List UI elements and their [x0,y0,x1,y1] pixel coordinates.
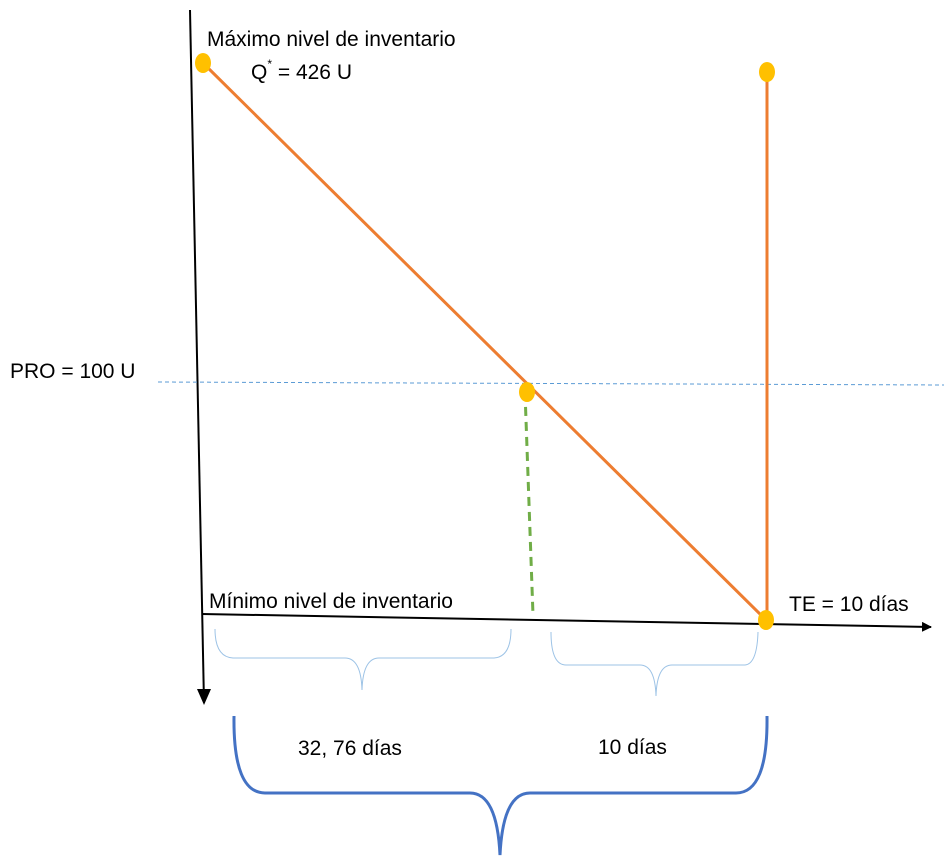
max-level-label: Máximo nivel de inventario [207,28,456,51]
inventory-depletion-line [201,61,768,622]
interval-1-label: 32, 76 días [298,737,402,760]
lead-time-label: TE = 10 días [789,593,909,616]
interval-2-label: 10 días [598,736,667,759]
brace-interval-2 [550,631,759,697]
vertical-axis [189,9,211,705]
brace-total [232,715,769,856]
reorder-point-label: PRO = 100 U [10,360,135,383]
q-star-prefix: Q [251,61,267,84]
q-star-label: Q* = 426 U [251,57,352,84]
min-level-point [758,610,774,630]
min-level-label: Mínimo nivel de inventario [209,590,453,613]
reorder-point-line [157,381,944,386]
reorder-point [519,382,535,402]
q-star-superscript: * [267,57,272,71]
lead-time-dashed-line [523,391,535,616]
q-star-value: = 426 U [272,61,352,84]
max-level-point [195,53,211,73]
brace-interval-1 [214,628,512,691]
replenishment-top-point [759,62,775,82]
horizontal-axis [201,613,932,632]
